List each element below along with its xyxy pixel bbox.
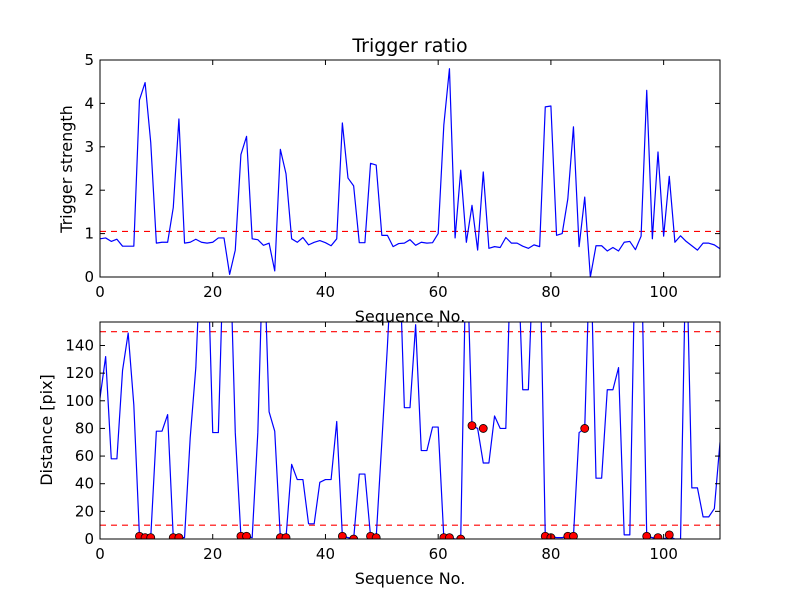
top-x-tick-label: 40 — [316, 283, 335, 301]
top-x-axis-label: Sequence No. — [355, 307, 466, 326]
bottom-marker-point — [242, 531, 251, 539]
bottom-x-tick-label: 60 — [429, 545, 448, 563]
top-y-tick-label: 3 — [84, 138, 94, 156]
bottom-marker-point — [349, 534, 359, 539]
top-y-tick-label: 1 — [84, 225, 94, 243]
bottom-marker-point — [146, 533, 156, 539]
bottom-y-tick-label: 40 — [75, 475, 94, 493]
bottom-y-tick-label: 140 — [65, 336, 94, 354]
top-y-tick-label: 5 — [84, 51, 94, 69]
top-axes-frame — [99, 59, 721, 278]
bottom-marker-point — [642, 531, 652, 539]
bottom-axes-frame — [99, 321, 721, 540]
bottom-series-line-0 — [100, 322, 720, 539]
bottom-marker-point — [664, 530, 674, 539]
bottom-y-axis-label: Distance [pix] — [37, 374, 56, 486]
bottom-x-axis-label: Sequence No. — [355, 569, 466, 588]
bottom-y-tick-label: 60 — [75, 447, 94, 465]
top-x-tick-label: 100 — [649, 283, 678, 301]
top-x-tick-label: 0 — [95, 283, 105, 301]
top-y-tick-label: 0 — [84, 268, 94, 286]
bottom-x-ticks: 0 20 40 60 80 100 — [95, 322, 678, 563]
top-x-tick-label: 80 — [541, 283, 560, 301]
top-x-tick-label: 20 — [203, 283, 222, 301]
top-y-tick-label: 4 — [84, 94, 94, 112]
bottom-x-tick-label: 0 — [95, 545, 105, 563]
bottom-threshold-lines — [100, 331, 720, 526]
bottom-y-tick-label: 80 — [75, 419, 94, 437]
bottom-x-tick-label: 100 — [649, 545, 678, 563]
top-y-tick-label: 2 — [84, 181, 94, 199]
trigger-ratio-plot: Trigger ratio 0 20 40 60 80 100 0 1 2 3 4 5 Sequen… — [57, 35, 721, 326]
top-series-line-0 — [100, 68, 720, 277]
top-y-ticks: 0 1 2 3 4 5 — [84, 51, 720, 286]
bottom-marker-point — [456, 534, 466, 539]
top-x-ticks: 0 20 40 60 80 100 — [95, 60, 678, 301]
bottom-marker-point — [653, 533, 663, 539]
bottom-y-tick-label: 0 — [84, 530, 94, 548]
bottom-marker-point — [569, 531, 578, 539]
bottom-marker-point — [371, 533, 381, 539]
top-y-axis-label: Trigger strength — [57, 105, 76, 234]
bottom-x-tick-label: 20 — [203, 545, 222, 563]
bottom-y-ticks: 0 20 40 60 80 100 120 140 — [65, 336, 720, 548]
chart-title: Trigger ratio — [351, 35, 467, 57]
distance-plot: 0 20 40 60 80 100 0 20 40 60 80 100 120 140 Sequence… — [37, 321, 721, 588]
bottom-x-tick-label: 80 — [541, 545, 560, 563]
bottom-marker-point — [478, 424, 488, 433]
bottom-marker-point — [174, 533, 184, 539]
top-series-group — [100, 68, 720, 277]
bottom-x-tick-label: 40 — [316, 545, 335, 563]
bottom-series-group — [100, 322, 720, 539]
bottom-y-tick-label: 20 — [75, 502, 94, 520]
top-x-tick-label: 60 — [429, 283, 448, 301]
bottom-marker-point — [467, 421, 477, 431]
bottom-y-tick-label: 100 — [65, 392, 94, 410]
bottom-y-tick-label: 120 — [65, 364, 94, 382]
bottom-marker-point — [445, 533, 454, 539]
bottom-marker-point — [281, 533, 291, 539]
bottom-marker-point — [580, 424, 590, 433]
bottom-marker-point — [337, 531, 347, 539]
